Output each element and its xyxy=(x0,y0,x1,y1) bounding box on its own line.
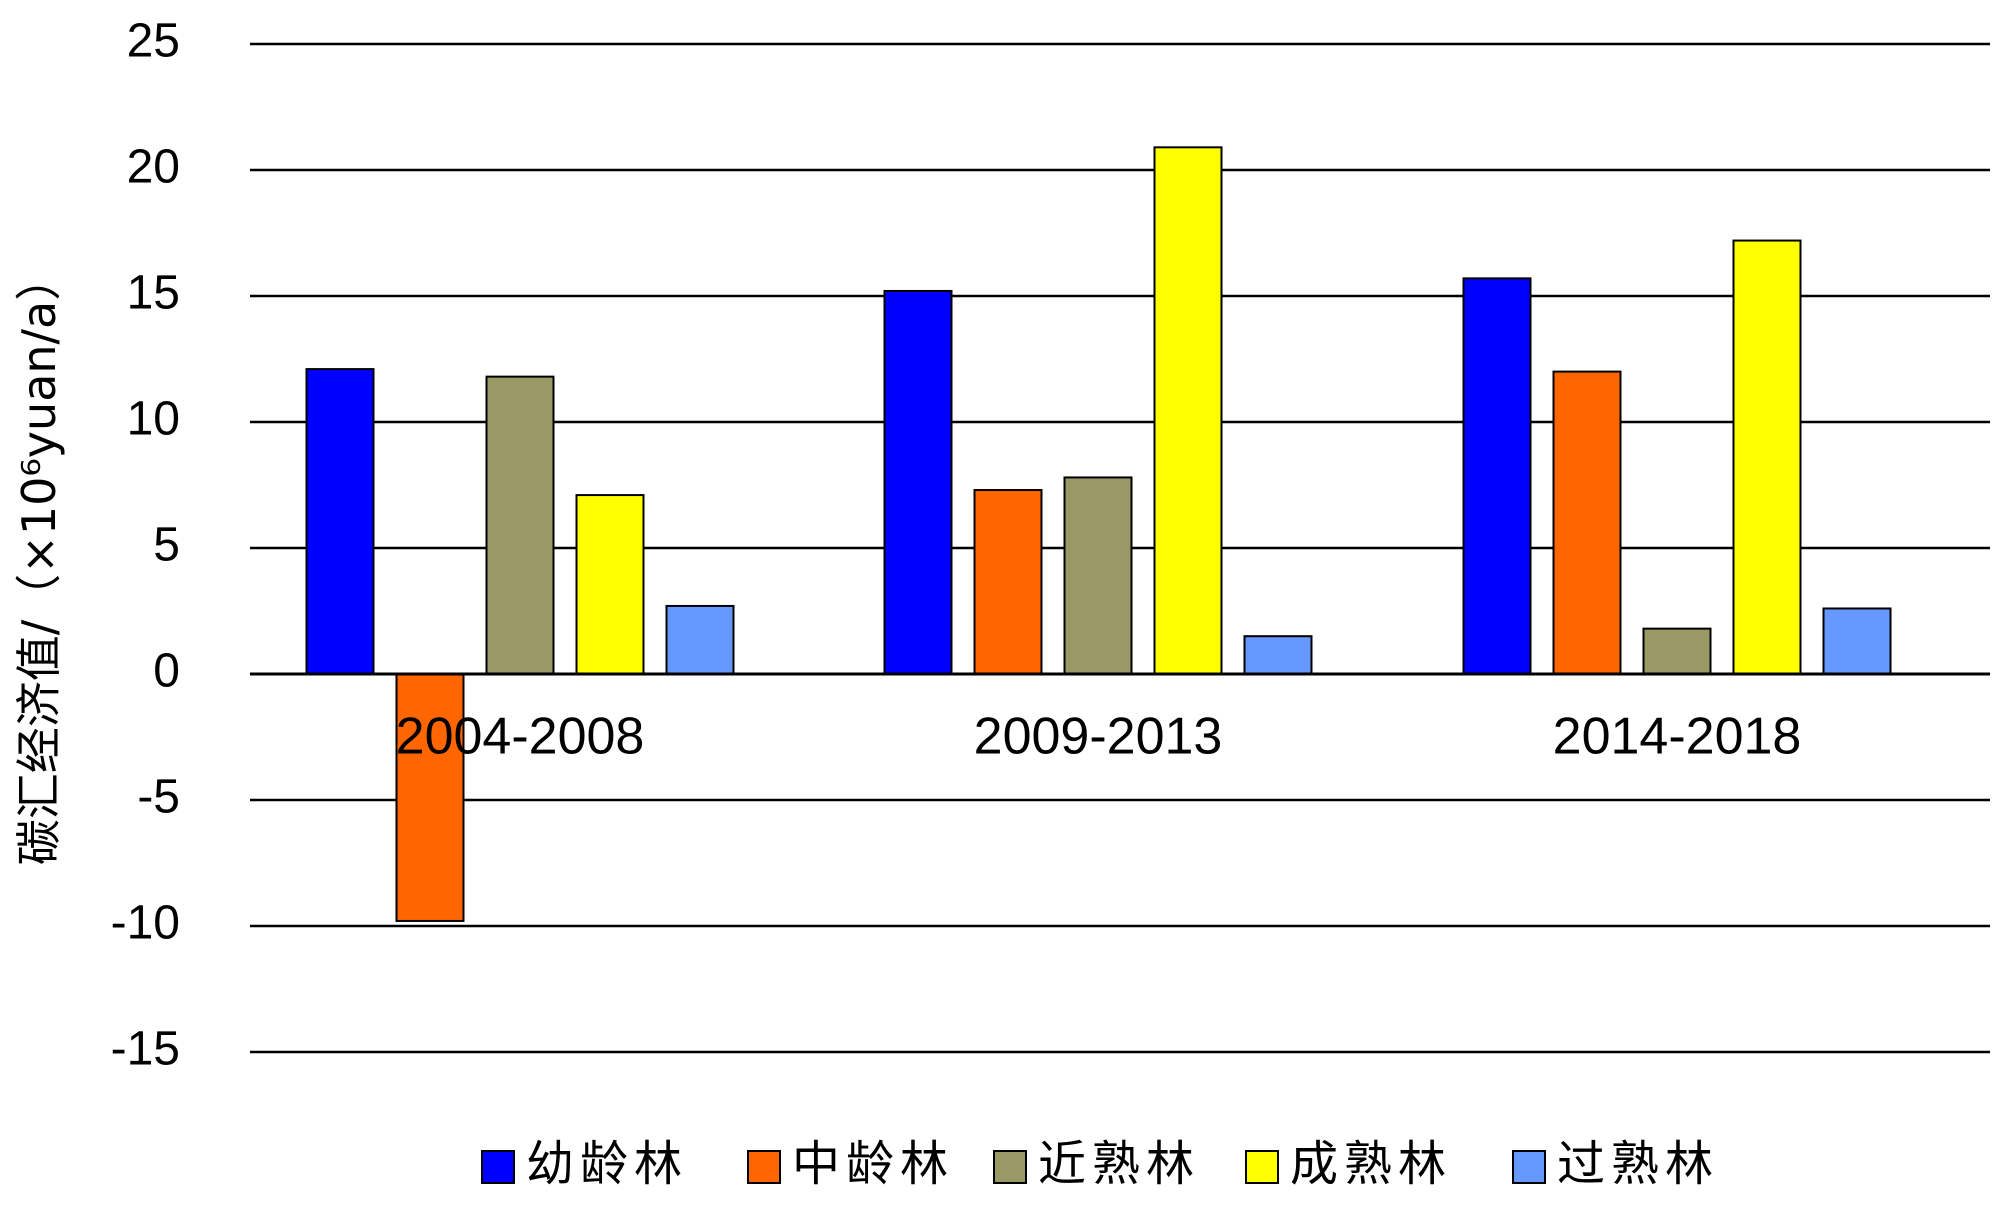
legend-label: 成熟林 xyxy=(1290,1136,1452,1192)
bar xyxy=(1243,635,1313,676)
y-tick-label: -15 xyxy=(111,1023,180,1076)
bar xyxy=(1153,146,1223,675)
legend-swatch xyxy=(747,1150,781,1184)
legend-swatch xyxy=(1512,1150,1546,1184)
y-axis-label: 碳汇经济值/（×10⁶yuan/a） xyxy=(12,255,66,865)
bar xyxy=(575,494,645,675)
bars xyxy=(305,146,1892,922)
bar xyxy=(665,604,735,676)
bar xyxy=(1552,370,1622,675)
bar xyxy=(1642,627,1712,676)
category-label: 2004-2008 xyxy=(396,708,645,766)
legend-swatch xyxy=(1245,1150,1279,1184)
legend-swatch xyxy=(993,1150,1027,1184)
legend-label: 中龄林 xyxy=(792,1136,954,1192)
legend-label: 过熟林 xyxy=(1557,1136,1719,1192)
legend-swatch xyxy=(481,1150,515,1184)
bar xyxy=(1462,277,1532,675)
y-tick-label: 0 xyxy=(153,645,180,698)
bar xyxy=(395,673,465,922)
legend-label: 幼龄林 xyxy=(526,1136,688,1192)
bar xyxy=(485,375,555,675)
legend: 幼龄林 中龄林 近熟林 成熟林 过熟林 xyxy=(481,1136,1719,1192)
category-label: 2009-2013 xyxy=(974,708,1223,766)
bar xyxy=(305,368,375,675)
category-label: 2014-2018 xyxy=(1553,708,1802,766)
y-tick-label: 20 xyxy=(127,141,180,194)
y-tick-label: 5 xyxy=(153,519,180,572)
category-labels: 2004-2008 2009-2013 2014-2018 xyxy=(396,708,1802,766)
y-tick-label: 10 xyxy=(127,393,180,446)
bar xyxy=(1732,239,1802,675)
bar xyxy=(973,489,1043,676)
bar xyxy=(1822,607,1892,675)
y-axis-ticks: 25 20 15 10 5 0 -5 -10 -15 xyxy=(111,15,180,1076)
bar xyxy=(1063,476,1133,675)
legend-label: 近熟林 xyxy=(1038,1136,1200,1192)
bar xyxy=(883,289,953,675)
y-tick-label: 15 xyxy=(127,267,180,320)
y-tick-label: -10 xyxy=(111,897,180,950)
y-tick-label: -5 xyxy=(137,771,180,824)
y-tick-label: 25 xyxy=(127,15,180,68)
